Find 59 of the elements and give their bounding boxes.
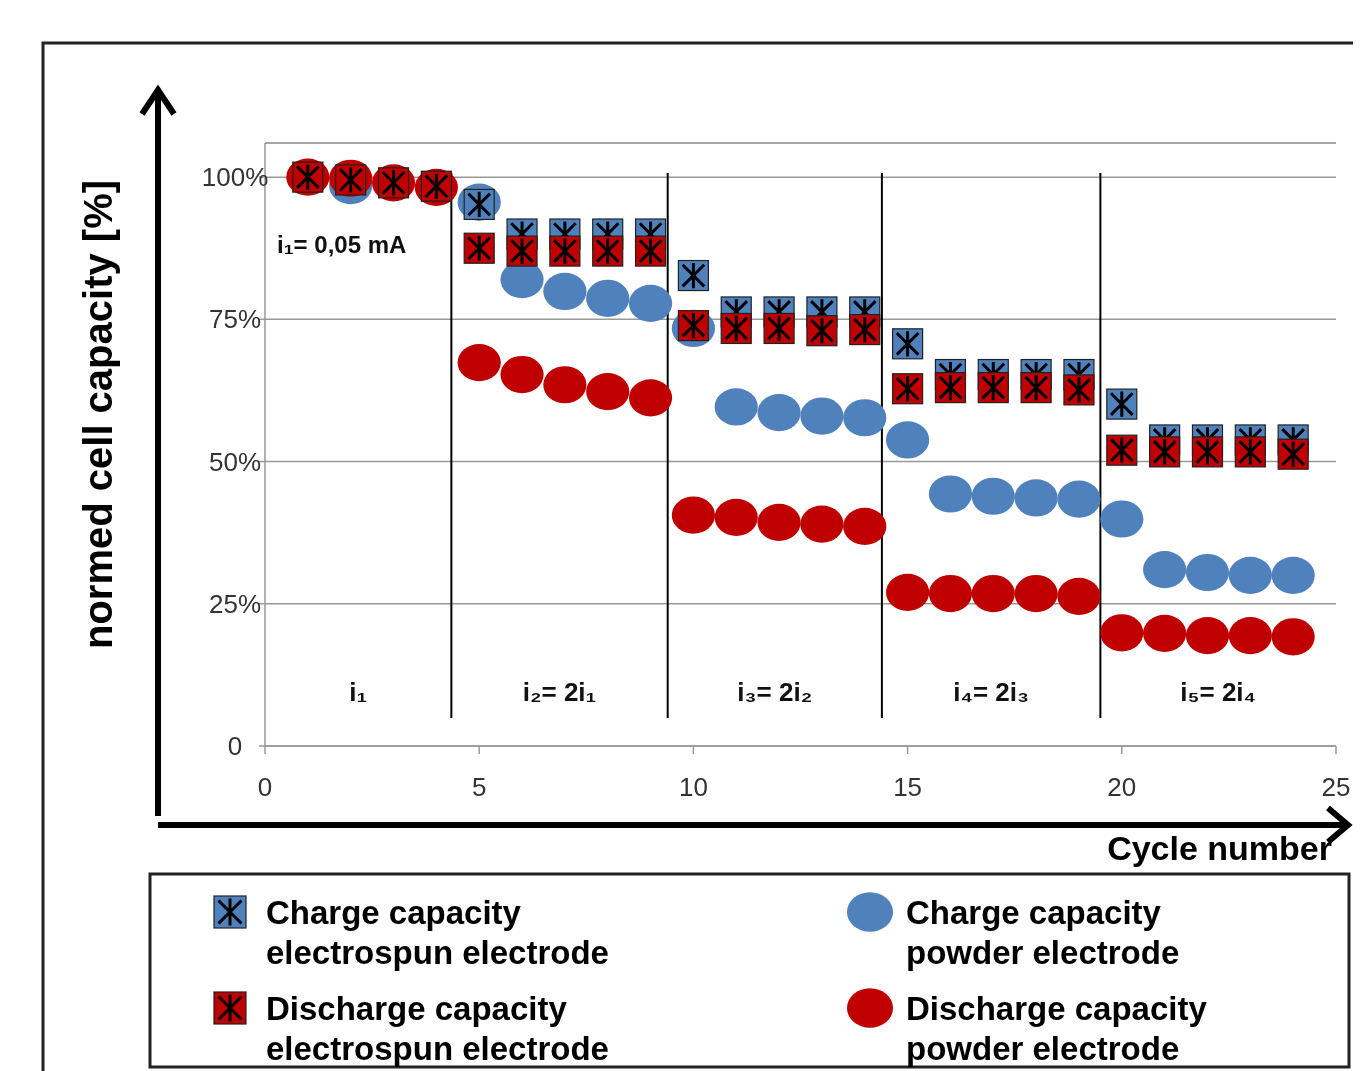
point xyxy=(671,496,715,534)
point xyxy=(1228,556,1272,594)
x-tick-label: 20 xyxy=(1107,772,1137,802)
point xyxy=(714,498,758,536)
point xyxy=(1143,614,1187,652)
point xyxy=(500,355,544,394)
point xyxy=(757,503,801,542)
point xyxy=(543,272,587,311)
point xyxy=(1014,574,1058,613)
point xyxy=(843,507,887,546)
point xyxy=(628,379,673,417)
point xyxy=(1057,480,1101,518)
annotation: i₂= 2i₁ xyxy=(522,677,597,707)
annotation: i₃= 2i₂ xyxy=(737,677,813,707)
x-tick-label: 5 xyxy=(471,772,487,802)
point xyxy=(928,574,973,613)
point xyxy=(1100,614,1144,652)
legend-label: Charge capacity electrospun electrode xyxy=(266,894,609,971)
point xyxy=(1143,551,1187,589)
point xyxy=(886,573,930,612)
point xyxy=(1185,617,1230,655)
point xyxy=(714,388,758,426)
y-tick-label: 100% xyxy=(201,162,269,193)
annotation: i₁= 0,05 mA xyxy=(277,231,407,259)
point xyxy=(1271,618,1315,656)
annotation: i₅= 2i₄ xyxy=(1180,677,1257,707)
point xyxy=(1271,556,1315,594)
y-axis-title: normed cell capacity [%] xyxy=(76,179,120,650)
point xyxy=(800,397,844,435)
point xyxy=(843,399,887,437)
point xyxy=(971,574,1015,613)
y-tick-label: 0 xyxy=(227,731,243,761)
annotation: i₁ xyxy=(349,677,368,707)
y-tick-label: 75% xyxy=(208,304,262,335)
legend-label: Charge capacity powder electrode xyxy=(906,894,1180,971)
x-tick-label: 25 xyxy=(1321,772,1351,802)
x-axis-title: Cycle number xyxy=(1107,829,1332,867)
point xyxy=(586,279,630,317)
point xyxy=(586,373,630,411)
x-tick-label: 10 xyxy=(678,772,708,802)
point xyxy=(886,421,930,459)
point xyxy=(1057,577,1101,615)
point xyxy=(1185,553,1230,592)
point xyxy=(1100,500,1144,538)
point xyxy=(1228,617,1272,655)
point xyxy=(457,343,501,382)
legend-label: Discharge capacity powder electrode xyxy=(906,990,1208,1067)
point xyxy=(628,284,673,323)
point xyxy=(800,505,844,543)
point xyxy=(1014,479,1058,517)
legend-label: Discharge capacity electrospun electrode xyxy=(266,990,609,1067)
point xyxy=(971,477,1015,515)
x-tick-label: 15 xyxy=(893,772,923,802)
annotation: i₄= 2i₃ xyxy=(953,677,1030,707)
point xyxy=(543,366,587,404)
y-tick-label: 25% xyxy=(208,588,262,619)
point xyxy=(928,475,973,513)
y-tick-label: 50% xyxy=(208,446,262,477)
point xyxy=(757,394,801,432)
